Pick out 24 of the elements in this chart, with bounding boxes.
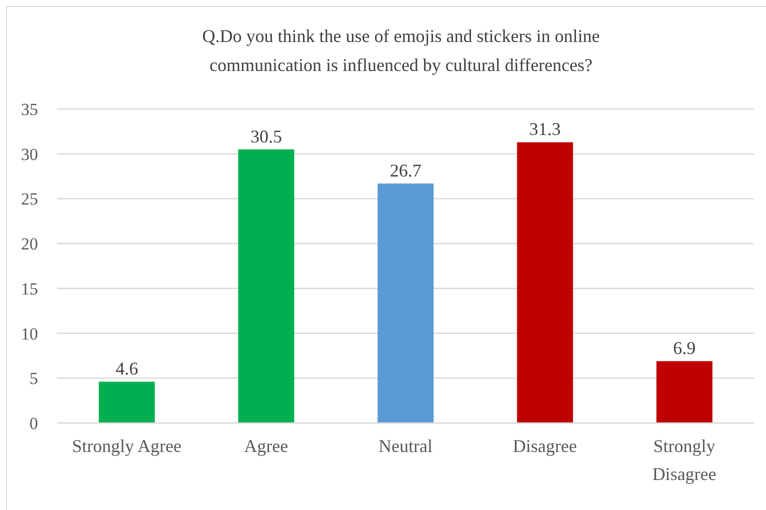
- x-tick-label: Strongly Disagree: [652, 436, 716, 484]
- y-tick-label: 10: [21, 324, 38, 344]
- bar: [98, 382, 155, 423]
- bar: [656, 361, 712, 423]
- bar: [378, 183, 434, 423]
- y-tick-label: 20: [21, 234, 38, 254]
- x-tick-label: Neutral: [378, 436, 432, 456]
- y-tick-label: 30: [21, 144, 38, 164]
- bar: [517, 142, 574, 423]
- y-tick-label: 5: [30, 369, 38, 388]
- data-label: 4.6: [116, 358, 138, 379]
- data-label: 26.7: [390, 160, 422, 180]
- data-label: 30.5: [250, 126, 282, 146]
- y-tick-label: 15: [21, 279, 38, 298]
- data-label: 31.3: [529, 119, 561, 140]
- data-label: 6.9: [673, 338, 696, 358]
- chart-title: Q.Do you think the use of emojis and stickers in online communication is influenced by cultural differences?: [201, 25, 601, 77]
- x-tick-label: Agree: [244, 436, 288, 456]
- bar: [238, 149, 294, 423]
- y-tick-label: 0: [30, 414, 38, 434]
- y-tick-label: 25: [21, 190, 38, 209]
- x-tick-label: Strongly Agree: [72, 436, 182, 456]
- x-tick-label: Disagree: [512, 436, 577, 456]
- y-tick-label: 35: [21, 100, 38, 120]
